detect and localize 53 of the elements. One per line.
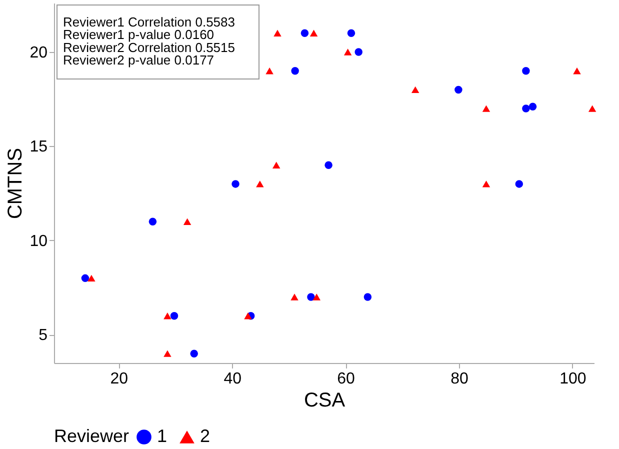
y-tick-label: 5 bbox=[38, 327, 48, 344]
point bbox=[183, 218, 192, 225]
y-tick-label: 15 bbox=[30, 138, 48, 156]
point bbox=[310, 30, 318, 37]
point bbox=[244, 312, 252, 320]
x-tick-label: 40 bbox=[224, 370, 242, 388]
point bbox=[312, 294, 320, 300]
point bbox=[515, 180, 523, 188]
y-tick-label: 20 bbox=[30, 44, 48, 62]
annotation: Reviewer1 p-value 0.0160 bbox=[63, 27, 214, 42]
legend-title: Reviewer bbox=[54, 426, 130, 446]
point bbox=[482, 180, 490, 188]
y-axis-title: CMTNS bbox=[4, 148, 27, 220]
point bbox=[190, 350, 198, 358]
point bbox=[266, 68, 274, 74]
point bbox=[291, 66, 299, 75]
annotation: Reviewer2 Correlation 0.5515 bbox=[63, 40, 235, 55]
point bbox=[256, 180, 264, 188]
legend-label: 2 bbox=[200, 426, 210, 446]
point bbox=[307, 293, 315, 301]
point bbox=[573, 68, 581, 74]
point bbox=[300, 29, 309, 38]
annotation: Reviewer2 p-value 0.0177 bbox=[63, 52, 214, 68]
x-tick-label: 60 bbox=[337, 370, 356, 388]
point bbox=[522, 104, 530, 112]
point bbox=[454, 86, 462, 94]
point bbox=[364, 293, 372, 301]
point bbox=[528, 102, 537, 111]
point bbox=[290, 294, 298, 300]
point bbox=[274, 30, 282, 37]
legend-label: 1 bbox=[157, 426, 168, 446]
point bbox=[81, 274, 90, 282]
point bbox=[354, 48, 362, 56]
point bbox=[347, 29, 356, 38]
point bbox=[482, 105, 490, 112]
point bbox=[164, 350, 172, 357]
point bbox=[272, 162, 280, 168]
point bbox=[170, 312, 178, 320]
point bbox=[164, 312, 172, 320]
point bbox=[88, 274, 96, 282]
point bbox=[344, 48, 352, 56]
annotation: Reviewer1 Correlation 0.5583 bbox=[63, 14, 235, 30]
x-tick-label: 80 bbox=[450, 370, 468, 388]
point bbox=[148, 218, 157, 226]
point bbox=[232, 180, 240, 188]
x-tick-label: 100 bbox=[560, 370, 586, 388]
point bbox=[588, 105, 596, 112]
y-tick-label: 10 bbox=[30, 232, 48, 250]
point bbox=[324, 161, 332, 169]
point bbox=[411, 86, 420, 94]
point bbox=[522, 66, 530, 75]
x-axis-title: CSA bbox=[304, 390, 346, 412]
x-tick-label: 20 bbox=[110, 370, 128, 388]
